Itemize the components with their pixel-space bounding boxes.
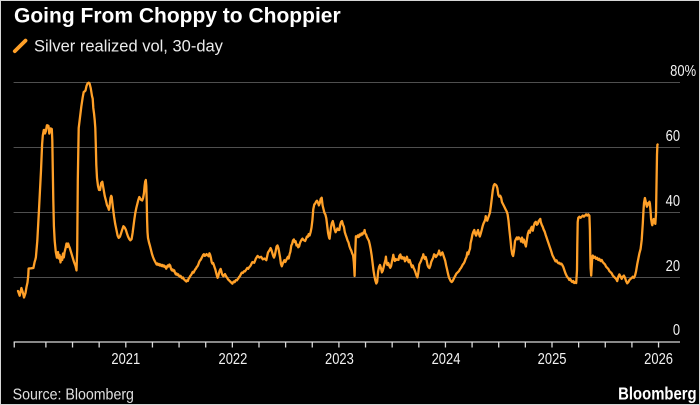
- svg-text:Silver realized vol, 30-day: Silver realized vol, 30-day: [34, 37, 224, 55]
- svg-text:20: 20: [666, 258, 680, 275]
- svg-text:2021: 2021: [111, 351, 140, 368]
- svg-text:60: 60: [666, 128, 680, 145]
- svg-text:40: 40: [666, 193, 680, 210]
- svg-text:Source: Bloomberg: Source: Bloomberg: [13, 387, 134, 404]
- svg-text:80%: 80%: [670, 63, 696, 80]
- svg-text:Bloomberg: Bloomberg: [618, 384, 696, 403]
- svg-text:Going From Choppy to Choppier: Going From Choppy to Choppier: [14, 4, 341, 27]
- svg-text:2026: 2026: [644, 351, 673, 368]
- svg-text:0: 0: [673, 322, 680, 339]
- svg-text:2024: 2024: [432, 351, 461, 368]
- svg-text:2022: 2022: [218, 351, 247, 368]
- svg-text:2025: 2025: [538, 351, 567, 368]
- svg-text:2023: 2023: [325, 351, 354, 368]
